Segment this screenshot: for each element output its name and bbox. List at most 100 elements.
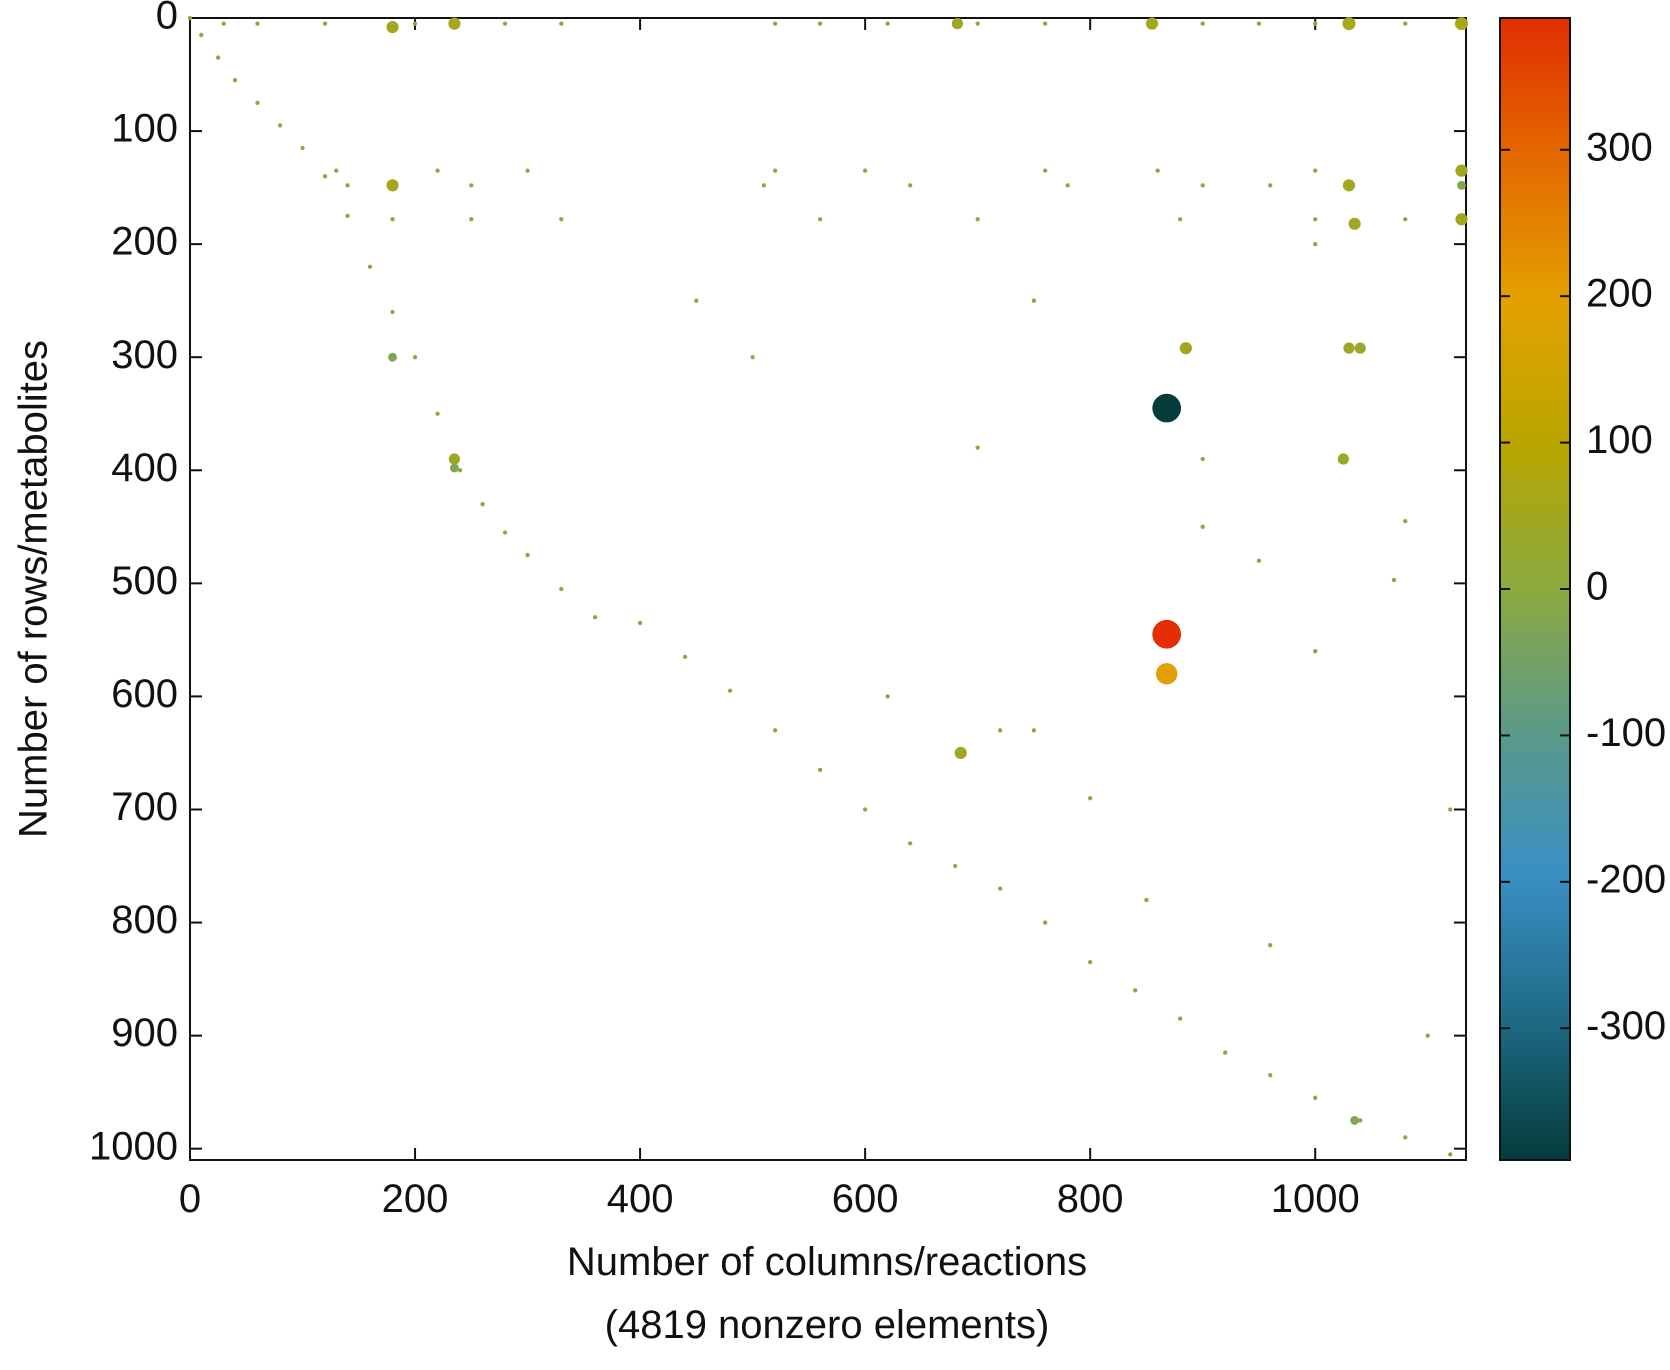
point bbox=[817, 217, 823, 222]
point bbox=[367, 264, 373, 269]
point bbox=[1179, 342, 1192, 355]
point bbox=[300, 145, 305, 151]
point bbox=[1133, 988, 1138, 993]
x-tick-label: 800 bbox=[1057, 1177, 1124, 1221]
point bbox=[469, 217, 474, 222]
y-tick-label: 0 bbox=[156, 0, 178, 38]
y-tick-label: 200 bbox=[111, 220, 178, 264]
point bbox=[1350, 1116, 1360, 1125]
point bbox=[907, 841, 913, 846]
point bbox=[1144, 897, 1149, 903]
x-tick-label: 400 bbox=[607, 1177, 674, 1221]
point bbox=[559, 21, 564, 26]
point bbox=[1342, 17, 1356, 31]
point bbox=[199, 32, 204, 38]
point bbox=[1043, 168, 1048, 173]
point bbox=[435, 411, 440, 416]
point bbox=[772, 168, 778, 173]
point bbox=[412, 21, 418, 26]
point bbox=[1155, 663, 1178, 685]
colorbar-tick-label: 300 bbox=[1586, 125, 1653, 169]
point bbox=[682, 654, 688, 659]
point bbox=[1403, 21, 1408, 26]
point bbox=[255, 21, 260, 26]
point bbox=[345, 183, 350, 188]
point bbox=[1065, 183, 1070, 188]
point bbox=[1391, 577, 1397, 583]
point bbox=[862, 807, 868, 812]
point bbox=[772, 21, 778, 26]
point bbox=[1455, 164, 1468, 177]
point bbox=[559, 217, 564, 222]
y-axis-label: Number of rows/metabolites bbox=[12, 340, 56, 838]
point bbox=[1457, 180, 1466, 190]
point bbox=[1223, 1050, 1228, 1055]
point bbox=[502, 530, 508, 535]
colorbar-tick-label: 200 bbox=[1586, 272, 1653, 316]
point bbox=[1358, 1118, 1363, 1123]
point bbox=[1313, 21, 1318, 26]
point bbox=[1313, 168, 1318, 173]
y-tick-label: 800 bbox=[111, 898, 178, 942]
point bbox=[1268, 943, 1273, 948]
point bbox=[637, 620, 643, 626]
y-tick-label: 400 bbox=[111, 446, 178, 490]
point bbox=[388, 352, 397, 362]
point bbox=[1403, 217, 1408, 222]
point bbox=[322, 174, 328, 179]
x-axis-label: Number of columns/reactions bbox=[567, 1240, 1087, 1284]
point bbox=[592, 615, 598, 620]
colorbar-tick-label: -100 bbox=[1586, 711, 1666, 755]
y-tick-label: 300 bbox=[111, 333, 178, 377]
x-axis-label-2: (4819 nonzero elements) bbox=[605, 1303, 1050, 1347]
point bbox=[1268, 183, 1273, 188]
point bbox=[469, 183, 474, 188]
colorbar bbox=[1499, 17, 1571, 1161]
point bbox=[885, 694, 890, 699]
point bbox=[1268, 1073, 1273, 1078]
point bbox=[1348, 217, 1361, 230]
point bbox=[1031, 728, 1037, 733]
point bbox=[885, 21, 890, 26]
point bbox=[1145, 17, 1159, 30]
point bbox=[390, 309, 395, 315]
colorbar-tick-label: 100 bbox=[1586, 418, 1653, 462]
point bbox=[862, 168, 868, 173]
point bbox=[817, 767, 823, 773]
y-tick-label: 100 bbox=[111, 107, 178, 151]
point bbox=[412, 355, 418, 360]
point bbox=[480, 502, 485, 507]
point bbox=[975, 445, 980, 450]
point bbox=[727, 688, 733, 693]
y-tick-label: 500 bbox=[111, 559, 178, 603]
point bbox=[772, 728, 778, 733]
point bbox=[1403, 1135, 1408, 1140]
point bbox=[221, 21, 226, 26]
colorbar-tick-label: 0 bbox=[1586, 565, 1608, 609]
point bbox=[951, 18, 964, 30]
point bbox=[345, 213, 350, 219]
point bbox=[559, 586, 564, 592]
point bbox=[322, 21, 328, 26]
point bbox=[1155, 168, 1160, 173]
point bbox=[998, 886, 1003, 891]
plot-frame bbox=[189, 17, 1467, 1161]
point bbox=[1256, 558, 1262, 563]
colorbar-tick-label: -300 bbox=[1586, 1004, 1666, 1048]
point bbox=[1152, 619, 1182, 649]
point bbox=[998, 728, 1003, 733]
point bbox=[1256, 21, 1262, 26]
point bbox=[975, 21, 980, 26]
point bbox=[334, 168, 339, 173]
point bbox=[975, 217, 980, 222]
point bbox=[1354, 342, 1366, 354]
point bbox=[1448, 1152, 1453, 1157]
point bbox=[1043, 21, 1048, 26]
point bbox=[386, 20, 399, 34]
x-tick-label: 1000 bbox=[1271, 1177, 1360, 1221]
point bbox=[1313, 649, 1318, 654]
x-tick-label: 600 bbox=[832, 1177, 899, 1221]
point bbox=[750, 355, 755, 360]
point bbox=[1313, 1095, 1318, 1100]
